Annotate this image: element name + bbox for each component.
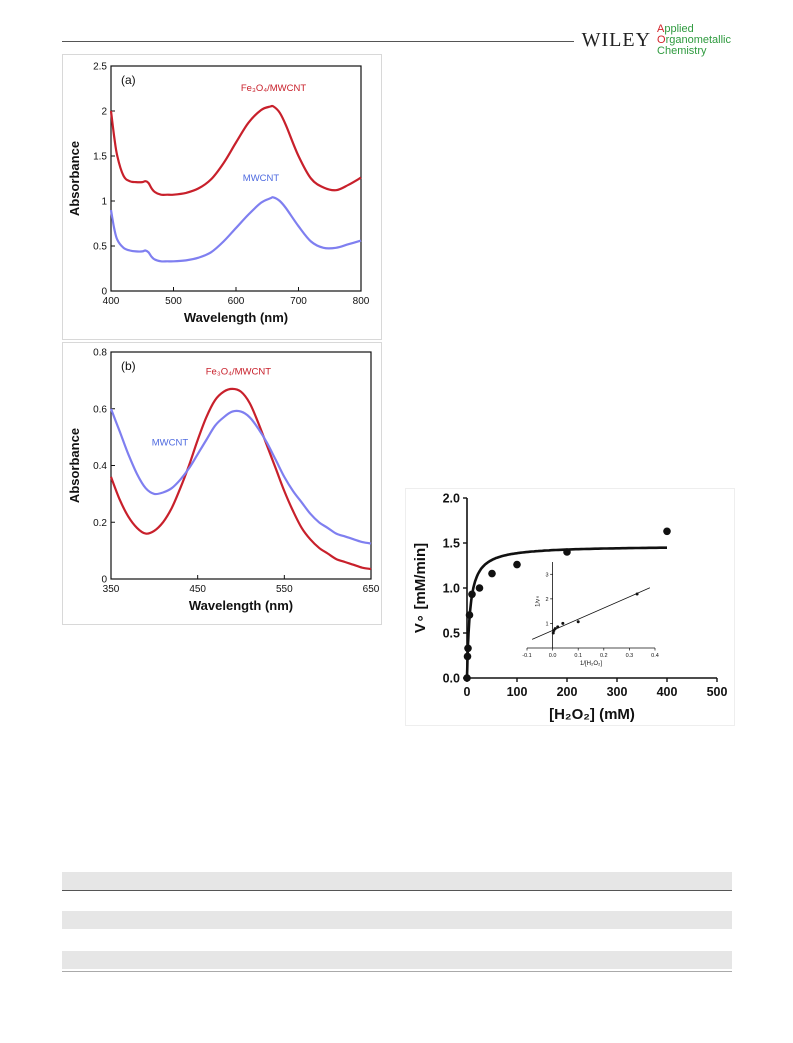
series-label: MWCNT [152, 438, 189, 449]
journal-line-2: Organometallic [657, 34, 731, 46]
inset-y-axis-label: 1/v∘ [536, 595, 542, 607]
x-tick-label: 350 [103, 584, 120, 595]
y-tick-label: 0.5 [443, 627, 460, 641]
table-row-band [62, 911, 732, 929]
journal-brand: WILEY Applied Organometallic Chemistry [573, 24, 731, 57]
series-line-mwcnt [109, 196, 362, 263]
journal-line-1: Applied [657, 23, 694, 35]
figure-frame [62, 342, 382, 625]
x-tick-label: 800 [353, 296, 370, 307]
x-tick-label: 450 [189, 584, 206, 595]
y-tick-label: 1 [101, 197, 107, 208]
inset-y-tick-label: 2 [546, 597, 549, 603]
y-tick-label: 1.5 [443, 537, 460, 551]
inset-data-point [551, 631, 555, 635]
journal-line-3: Chemistry [657, 45, 707, 57]
x-axis-label: Wavelength (nm) [189, 598, 293, 613]
inset-data-point [556, 625, 560, 629]
figure-frame [405, 488, 735, 726]
data-point [468, 590, 476, 599]
x-tick-label: 550 [276, 584, 293, 595]
data-point [488, 569, 496, 578]
data-point [463, 674, 471, 682]
figure-kinetics: 0.0 0.5 1.0 1.5 2.0 0 100 200 300 400 500 [H₂O₂] (m… [405, 488, 735, 726]
y-tick-label: 2 [101, 107, 107, 118]
y-tick-label: 0 [101, 575, 107, 586]
figure-panel-a: 0 0.5 1 1.5 2 2.5 400 500 600 700 800 Wavelength (n… [62, 54, 382, 340]
x-axis-label: Wavelength (nm) [184, 310, 288, 325]
fit-curve [465, 546, 667, 678]
figure-frame [62, 54, 382, 340]
series-line-fe3o4-mwcnt [109, 104, 362, 196]
inset-x-tick-label: -0.1 [522, 653, 531, 659]
series-line-mwcnt [109, 408, 372, 545]
x-axis-label: [H₂O₂] (mM) [549, 706, 635, 723]
x-tick-label: 500 [165, 296, 182, 307]
data-point [563, 548, 571, 556]
x-tick-label: 100 [507, 685, 528, 699]
y-tick-label: 1.5 [93, 152, 107, 163]
y-tick-label: 1.0 [443, 582, 460, 596]
data-point [475, 584, 484, 592]
panel-label: (a) [121, 73, 136, 87]
y-tick-label: 0.2 [93, 518, 107, 529]
inset-y-tick-label: 1 [546, 621, 549, 627]
table-header-band [62, 872, 732, 890]
x-tick-label: 400 [103, 296, 120, 307]
y-tick-label: 0.6 [93, 404, 107, 415]
x-tick-label: 0 [464, 685, 471, 699]
inset-x-tick-label: 0.0 [549, 653, 557, 659]
inset-fit-line [531, 587, 651, 640]
inset-x-tick-label: 0.1 [574, 653, 582, 659]
series-line-fe3o4-mwcnt [109, 387, 372, 571]
data-point [663, 527, 671, 536]
table-bottom-rule [62, 971, 732, 972]
y-tick-label: 0.4 [93, 461, 107, 472]
figure-panel-b: 0 0.2 0.4 0.6 0.8 350 450 550 650 Wavelength (nm)… [62, 342, 382, 625]
inset-x-tick-label: 0.4 [651, 653, 659, 659]
data-point [463, 652, 472, 661]
inset-y-tick-label: 3 [546, 572, 549, 578]
inset-data-point [576, 620, 580, 624]
y-tick-label: 0.0 [443, 672, 460, 686]
x-tick-label: 600 [228, 296, 245, 307]
inset-x-tick-label: 0.3 [626, 653, 634, 659]
data-point [464, 644, 472, 653]
series-label: MWCNT [243, 173, 280, 184]
x-tick-label: 300 [607, 685, 628, 699]
y-axis-label: Absorbance [67, 428, 82, 503]
data-point [465, 611, 474, 619]
inset-data-point [553, 627, 557, 631]
y-tick-label: 2.5 [93, 62, 107, 73]
y-tick-label: 2.0 [443, 492, 460, 506]
inset-x-tick-label: 0.2 [600, 653, 608, 659]
journal-name: Applied Organometallic Chemistry [657, 24, 731, 57]
x-tick-label: 650 [363, 584, 380, 595]
y-axis-label: Absorbance [67, 141, 82, 216]
x-tick-label: 200 [557, 685, 578, 699]
y-tick-label: 0.8 [93, 348, 107, 359]
panel-label: (b) [121, 359, 136, 373]
data-point [513, 560, 521, 569]
x-tick-label: 700 [290, 296, 307, 307]
inset-x-axis-label: 1/[H₂O₂] [580, 661, 602, 667]
series-label: Fe₃O₄/MWCNT [241, 83, 306, 94]
y-tick-label: 0.5 [93, 242, 107, 253]
inset-data-point [635, 592, 639, 596]
x-tick-label: 400 [657, 685, 678, 699]
x-tick-label: 500 [707, 685, 728, 699]
inset-data-point [561, 621, 565, 625]
publisher-logo: WILEY [581, 29, 652, 51]
table-row-band [62, 951, 732, 969]
y-tick-label: 0 [101, 287, 107, 298]
table-header-rule [62, 890, 732, 891]
y-axis-label: V∘ [mM/min] [412, 543, 429, 633]
header-rule [62, 41, 731, 42]
series-label: Fe₃O₄/MWCNT [206, 367, 271, 378]
